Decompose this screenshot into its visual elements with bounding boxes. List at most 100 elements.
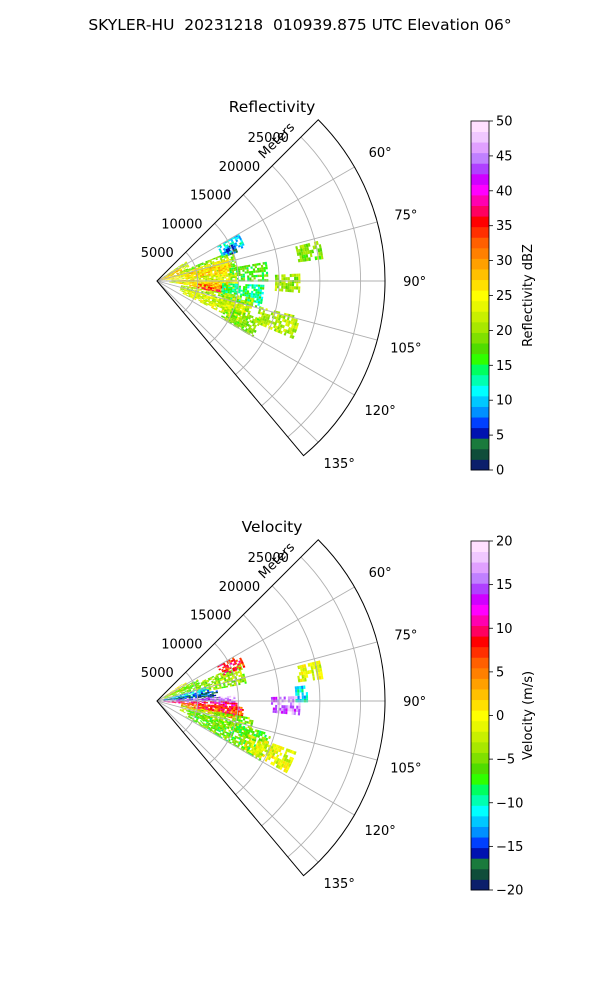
echo-bin <box>214 270 217 273</box>
echo-bin <box>235 671 238 675</box>
echo-bin <box>165 699 168 701</box>
echo-bin <box>199 272 202 274</box>
echo-bin <box>252 293 256 296</box>
echo-bin <box>208 271 211 274</box>
echo-bin <box>203 683 206 686</box>
echo-bin <box>201 285 205 287</box>
echo-bin <box>182 697 185 699</box>
echo-bin <box>169 697 172 699</box>
echo-bin <box>180 699 183 700</box>
echo-bin <box>243 312 246 316</box>
echo-bin <box>181 278 184 279</box>
echo-bin <box>230 288 233 291</box>
echo-bin <box>198 270 201 272</box>
echo-bin <box>223 663 226 667</box>
echo-bin <box>287 696 290 700</box>
echo-bin <box>238 682 241 686</box>
echo-bin <box>207 292 210 294</box>
echo-bin <box>283 754 287 758</box>
echo-bin <box>229 242 233 245</box>
echo-bin <box>166 276 169 278</box>
echo-bin <box>222 251 225 254</box>
echo-bin <box>225 304 229 307</box>
echo-bin <box>193 706 196 709</box>
echo-bin <box>205 722 209 725</box>
range-ring <box>209 643 239 764</box>
echo-bin <box>274 747 278 751</box>
echo-bin <box>228 660 232 664</box>
echo-bin <box>218 733 222 737</box>
echo-bin <box>244 298 248 302</box>
echo-bin <box>260 731 264 734</box>
echo-bin <box>272 756 277 760</box>
echo-bin <box>203 706 206 708</box>
echo-bin <box>178 276 181 278</box>
echo-bin <box>204 689 207 691</box>
echo-bin <box>203 270 206 272</box>
echo-bin <box>242 319 246 323</box>
echo-bin <box>186 270 189 273</box>
echo-bin <box>274 322 277 326</box>
echo-bin <box>199 288 202 290</box>
echo-bin <box>212 698 215 700</box>
echo-bin <box>229 269 232 272</box>
echo-bin <box>228 281 231 284</box>
echo-bin <box>216 665 220 668</box>
echo-bin <box>204 299 208 302</box>
echo-bin <box>256 745 260 749</box>
echo-bin <box>228 301 232 304</box>
echo-bin <box>173 698 177 699</box>
echo-bin <box>242 314 245 318</box>
echo-bin <box>270 312 274 316</box>
echo-bin <box>208 284 211 286</box>
echo-bin <box>197 275 201 277</box>
echo-bin <box>169 281 172 283</box>
echo-bin <box>183 268 186 270</box>
echo-bin <box>177 266 180 268</box>
echo-bin <box>171 690 174 692</box>
echo-bin <box>210 705 213 708</box>
colorbar-tick-label: 5 <box>496 665 504 680</box>
echo-bin <box>294 322 297 326</box>
echo-bin <box>182 274 185 276</box>
echo-bin <box>212 298 215 301</box>
echo-bin <box>259 311 263 315</box>
echo-bin <box>228 303 231 306</box>
echo-bin <box>220 267 223 270</box>
echo-bin <box>177 273 180 275</box>
echo-bin <box>233 704 236 707</box>
echo-bin <box>213 724 217 727</box>
echo-bin <box>228 297 231 300</box>
echo-bin <box>193 287 196 289</box>
echo-bin <box>206 720 210 723</box>
echo-bin <box>202 276 205 278</box>
echo-bin <box>204 295 207 298</box>
echo-bin <box>199 266 203 268</box>
echo-bin <box>253 738 257 742</box>
echo-bin <box>312 665 316 670</box>
echo-bin <box>181 703 184 705</box>
echo-bin <box>171 281 174 283</box>
range-tick-label: 20000 <box>219 580 260 595</box>
echo-bin <box>176 272 179 274</box>
echo-bin <box>296 686 300 690</box>
echo-bin <box>244 742 248 746</box>
echo-bin <box>189 711 193 713</box>
echo-bin <box>194 297 197 300</box>
echo-bin <box>222 725 226 728</box>
echo-bin <box>200 692 204 695</box>
echo-bin <box>187 687 191 689</box>
echo-bin <box>185 706 188 707</box>
echo-bin <box>240 659 243 663</box>
echo-bin <box>244 681 247 684</box>
echo-bin <box>179 268 182 271</box>
echo-bin <box>225 248 229 252</box>
echo-bin <box>304 667 308 672</box>
echo-bin <box>285 711 288 715</box>
echo-bin <box>206 688 209 691</box>
echo-bin <box>239 242 242 245</box>
echo-bin <box>255 734 259 738</box>
echo-bin <box>179 688 182 691</box>
echo-bin <box>184 287 187 289</box>
echo-bin <box>185 261 188 264</box>
